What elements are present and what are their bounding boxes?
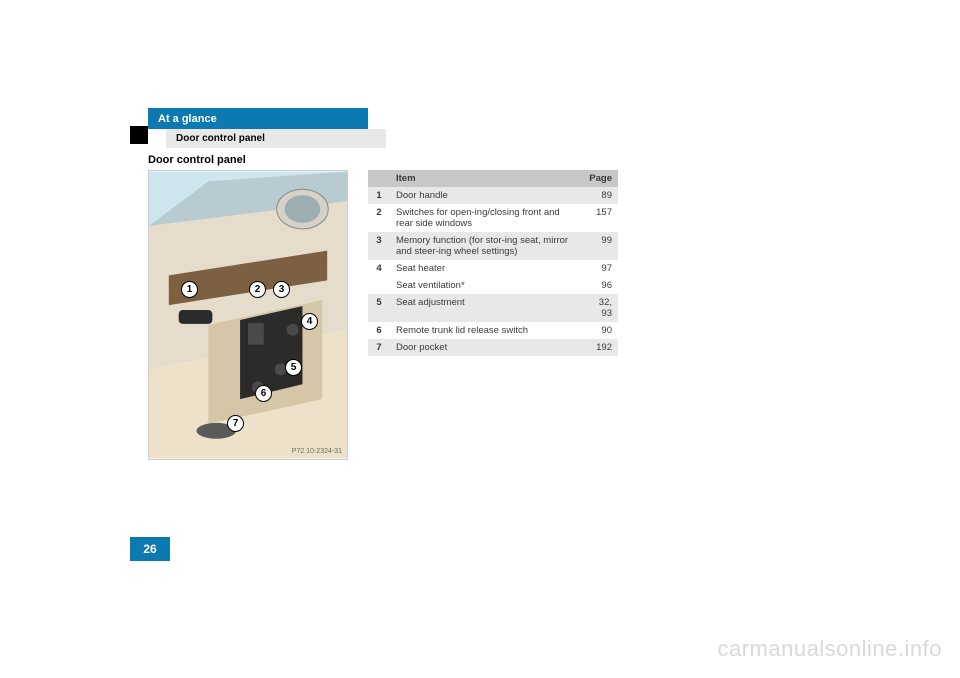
row-number: 3 (368, 232, 390, 260)
image-ref-label: P72.10-2324-31 (292, 448, 342, 455)
row-page: 99 (581, 232, 618, 260)
table-row: 4Seat heater97 (368, 260, 618, 277)
row-number: 1 (368, 187, 390, 204)
black-marker (130, 126, 148, 144)
row-item: Remote trunk lid release switch (390, 322, 581, 339)
row-page: 96 (581, 277, 618, 294)
row-number: 4 (368, 260, 390, 277)
row-item: Door handle (390, 187, 581, 204)
row-item: Memory function (for stor-ing seat, mirr… (390, 232, 581, 260)
table-row: 7Door pocket192 (368, 339, 618, 356)
col-blank (368, 170, 390, 187)
door-panel-illustration: 1 234 567 P72.10-2324-31 (148, 170, 348, 460)
manual-page: At a glance Door control panel Door cont… (130, 108, 830, 460)
subsection-tab: Door control panel (166, 129, 386, 148)
row-number: 7 (368, 339, 390, 356)
callout-6: 6 (255, 385, 272, 402)
row-item: Seat ventilation* (390, 277, 581, 294)
header-tabs: At a glance Door control panel (130, 108, 830, 148)
table-row: 5Seat adjustment32, 93 (368, 294, 618, 322)
row-page: 89 (581, 187, 618, 204)
row-page: 90 (581, 322, 618, 339)
table-row: 2Switches for open-ing/closing front and… (368, 204, 618, 232)
callout-5: 5 (285, 359, 302, 376)
row-page: 32, 93 (581, 294, 618, 322)
table-row: 6Remote trunk lid release switch90 (368, 322, 618, 339)
row-number (368, 277, 390, 294)
reference-table: Item Page 1Door handle892Switches for op… (368, 170, 618, 356)
callout-4: 4 (301, 313, 318, 330)
row-page: 192 (581, 339, 618, 356)
table-row: Seat ventilation*96 (368, 277, 618, 294)
callout-7: 7 (227, 415, 244, 432)
page-number: 26 (130, 537, 170, 561)
door-panel-svg (149, 171, 347, 459)
col-page: Page (581, 170, 618, 187)
row-number: 6 (368, 322, 390, 339)
row-item: Seat heater (390, 260, 581, 277)
row-item: Seat adjustment (390, 294, 581, 322)
section-tab: At a glance (148, 108, 368, 129)
row-number: 2 (368, 204, 390, 232)
content-row: 1234567 P72.10-2324-31 Item Page 1Door h… (148, 170, 830, 460)
watermark: carmanualsonline.info (717, 636, 942, 662)
row-page: 97 (581, 260, 618, 277)
row-page: 157 (581, 204, 618, 232)
page-title: Door control panel (148, 154, 830, 166)
col-item: Item (390, 170, 581, 187)
row-number: 5 (368, 294, 390, 322)
row-item: Switches for open-ing/closing front and … (390, 204, 581, 232)
table-row: 3Memory function (for stor-ing seat, mir… (368, 232, 618, 260)
row-item: Door pocket (390, 339, 581, 356)
table-row: 1Door handle89 (368, 187, 618, 204)
callout-3: 3 (273, 281, 290, 298)
callout-1: 1 (181, 281, 198, 298)
callout-2: 2 (249, 281, 266, 298)
table-body: 1Door handle892Switches for open-ing/clo… (368, 187, 618, 356)
